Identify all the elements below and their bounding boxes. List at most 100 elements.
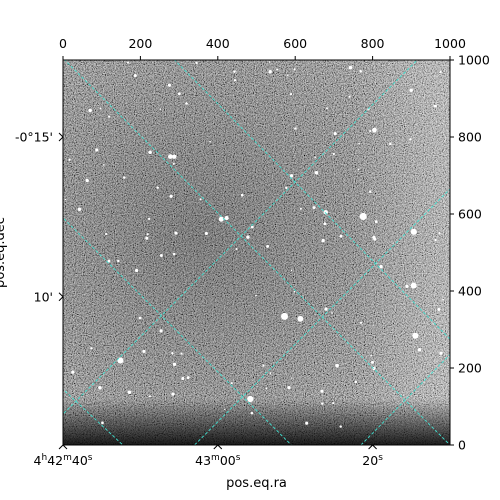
top-tick-label: 400 [206,36,230,51]
left-tick [58,292,64,298]
star [331,312,333,314]
star [186,376,190,380]
star [250,225,254,229]
top-tick-label: 1000 [434,36,466,51]
right-tick-label: 600 [458,207,482,222]
star [438,232,441,234]
star [410,282,417,289]
star [405,284,409,288]
star [262,364,265,367]
star [392,242,394,244]
star [409,138,412,141]
star [409,88,413,93]
coordinate-grid [63,60,450,445]
star [134,268,139,273]
star [77,207,82,212]
star [138,316,142,320]
star [314,156,316,159]
star [199,198,202,201]
star [372,127,377,133]
star [312,206,316,210]
star [369,190,372,193]
star [172,162,175,165]
star [117,259,120,263]
star [332,402,335,405]
star [95,148,99,152]
star [439,70,442,74]
star [145,236,149,240]
star [297,315,304,322]
star [265,387,268,390]
star [358,142,360,145]
dec-grid-line [64,60,450,445]
star [269,372,272,375]
star [294,127,297,130]
star [218,216,224,222]
star [289,92,293,96]
star [88,108,92,113]
star [379,264,383,269]
star [159,108,162,110]
right-tick-label: 200 [458,361,482,376]
plot-frame [62,59,451,446]
star [290,269,293,272]
star [333,131,337,136]
star [172,362,177,367]
star [348,65,353,70]
star [439,351,443,355]
star [224,408,226,411]
star [281,312,288,320]
top-tick-label: 600 [283,36,307,51]
star [323,209,329,215]
star [233,70,236,73]
star [159,254,163,257]
star [293,68,296,71]
star [167,83,172,87]
star [133,73,137,78]
star [209,140,211,143]
star [369,130,372,133]
star [417,347,422,352]
left-tick [58,296,64,302]
star [108,115,111,118]
left-dec-axis: -0°15' 10' [15,130,64,304]
star [107,259,111,263]
star [314,171,319,175]
left-tick [58,136,64,142]
star [433,104,437,108]
star [287,385,291,390]
bottom-tick-label: 4h42m40s [34,453,93,468]
left-tick [58,132,64,138]
star [339,234,343,238]
star [373,237,377,241]
star [204,231,208,236]
star [148,150,152,155]
star [359,212,367,221]
star [171,352,174,355]
star [354,380,358,384]
star [246,235,250,239]
star [359,70,363,73]
star [224,215,229,221]
star [291,377,293,379]
bottom-tick [372,444,377,450]
star [142,349,146,354]
top-tick-label: 800 [361,36,385,51]
star [321,402,324,405]
star [126,61,130,64]
left-tick-label: 10' [34,289,53,304]
ra-grid-line [360,354,450,445]
star [169,194,173,198]
star [324,307,328,311]
star [412,332,419,339]
star [437,308,441,311]
bottom-tick-label: 20s [362,453,383,468]
star [326,107,328,110]
star [103,164,105,166]
star [185,102,188,105]
star [146,233,149,236]
x-axis-label: pos.eq.ra [226,476,287,491]
star [98,386,102,390]
plot-area [62,59,451,446]
star [240,193,244,197]
